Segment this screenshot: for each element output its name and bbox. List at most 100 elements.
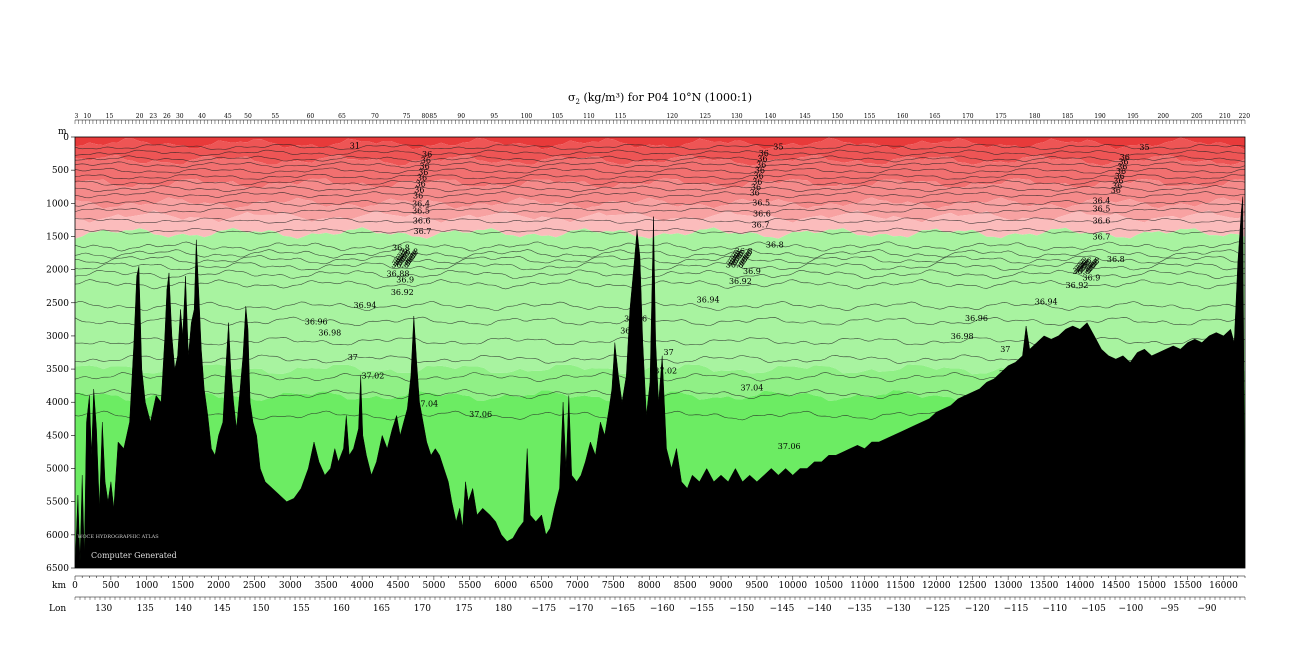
x-tick-label: 2000 (207, 581, 230, 591)
x-tick-label: 16000 (1209, 581, 1238, 591)
lon-tick-label: −175 (531, 604, 556, 614)
lon-tick-label: −105 (1081, 604, 1106, 614)
contour-label: 37.04 (740, 384, 763, 393)
contour-label: 36.8 (400, 248, 418, 257)
x-tick-label: 13500 (1030, 581, 1059, 591)
contour-label: 36.8 (766, 240, 784, 249)
y-tick-label: 6000 (46, 531, 69, 541)
lon-tick-label: −145 (770, 604, 795, 614)
contour-line (75, 269, 1245, 280)
station-label: 50 (244, 113, 252, 120)
station-label: 155 (864, 113, 876, 120)
station-label: 75 (403, 113, 411, 120)
contour-label: 37.02 (654, 366, 677, 375)
station-label: 195 (1127, 113, 1139, 120)
x-tick-label: 8500 (674, 581, 697, 591)
watermark-logo: WOCE HYDROGRAPHIC ATLAS (77, 534, 159, 540)
x-tick-label: 12500 (958, 581, 987, 591)
x-tick-label: 15500 (1173, 581, 1202, 591)
contour-label: 36.8 (726, 260, 744, 269)
x-tick-label: 10500 (814, 581, 843, 591)
contour-line (75, 185, 1245, 193)
contour-label: 36.96 (624, 315, 647, 324)
contour-label: 36.8 (1075, 264, 1093, 273)
contour-label: 36.8 (735, 247, 753, 256)
contour-label: 36 (1116, 167, 1126, 176)
x-tick-label: 7000 (566, 581, 589, 591)
chart-title: σ2 (kg/m³) for P04 10°N (1000:1) (568, 91, 752, 106)
station-label: 180 (1029, 113, 1041, 120)
contour-label: 36.92 (1066, 281, 1089, 290)
contour-label: 36.8 (1080, 258, 1098, 267)
contour-label: 36.8 (728, 257, 746, 266)
contour-label: 36 (756, 160, 766, 169)
station-label: 65 (338, 113, 346, 120)
density-band (75, 210, 1245, 239)
contour-label: 36.94 (697, 296, 720, 305)
lon-tick-label: −140 (807, 604, 832, 614)
contour-label: 36 (755, 166, 765, 175)
y-tick-label: 2500 (46, 299, 69, 309)
y-tick-label: 5500 (46, 498, 69, 508)
density-band (75, 178, 1245, 210)
station-label: 175 (995, 113, 1007, 120)
x-tick-label: 7500 (602, 581, 625, 591)
contour-label: 36.8 (395, 255, 413, 264)
x-tick-label: 9000 (710, 581, 733, 591)
contour-line (75, 167, 1245, 174)
station-label: 55 (271, 113, 279, 120)
lon-tick-label: −160 (650, 604, 675, 614)
contour-label: 36.4 (1092, 197, 1110, 206)
contour-label: 36 (1120, 153, 1130, 162)
station-label: 10 (83, 113, 91, 120)
contour-label: 36.8 (733, 249, 751, 258)
y-tick-label: 4000 (46, 398, 69, 408)
x-tick-label: 3500 (315, 581, 338, 591)
density-band (75, 227, 1245, 375)
x-tick-label: 11500 (886, 581, 915, 591)
lon-tick-label: 160 (333, 604, 350, 614)
contour-label: 36.8 (1079, 259, 1097, 268)
x-tick-label: 14500 (1101, 581, 1130, 591)
station-label: 170 (962, 113, 974, 120)
lon-tick-label: −110 (1042, 604, 1067, 614)
contour-label: 36.8 (1081, 256, 1099, 265)
station-label: 40 (198, 113, 206, 120)
contour-label: 36.8 (1076, 262, 1094, 271)
y-tick-label: 4500 (46, 431, 69, 441)
plot-area: 31 353536.436.536.636.736.536.636.736.436… (46, 113, 1250, 614)
contour-label: 36 (752, 177, 762, 186)
y-tick-label: 6500 (46, 564, 69, 574)
y-tick-label: 2000 (46, 266, 69, 276)
contour-label: 36.8 (731, 253, 749, 262)
contour-label: 36 (1111, 186, 1121, 195)
contour-label: 36.7 (752, 221, 770, 230)
lon-tick-label: −170 (569, 604, 594, 614)
y-tick-label: 0 (63, 133, 69, 143)
station-label: 140 (765, 113, 777, 120)
contour-label: 36 (421, 156, 431, 165)
contour-label: 36.94 (1035, 297, 1058, 306)
station-label: 30 (176, 113, 184, 120)
station-label: 45 (224, 113, 232, 120)
contour-label: 36.5 (752, 199, 770, 208)
contour-line (75, 279, 1245, 290)
station-label: 165 (929, 113, 941, 120)
contour-label: 36.9 (396, 276, 414, 285)
watermark-text: Computer Generated (91, 551, 177, 560)
x-tick-label: 12000 (922, 581, 951, 591)
density-band (75, 137, 1245, 150)
lon-tick-label: −100 (1119, 604, 1144, 614)
contour-label: 36.8 (396, 253, 414, 262)
contour-label: 37.02 (999, 369, 1022, 378)
contour-label: 36.8 (1072, 267, 1090, 276)
station-label: 120 (666, 113, 678, 120)
contour-label: 36.96 (965, 314, 988, 323)
x-tick-label: 1000 (135, 581, 158, 591)
x-tick-label: 13000 (994, 581, 1023, 591)
contour-label: 36.7 (413, 227, 431, 236)
contour-line (75, 261, 1245, 271)
contour-label: 36 (417, 174, 427, 183)
x-tick-label: 15000 (1137, 581, 1166, 591)
contour-label: 36.8 (1074, 265, 1092, 274)
